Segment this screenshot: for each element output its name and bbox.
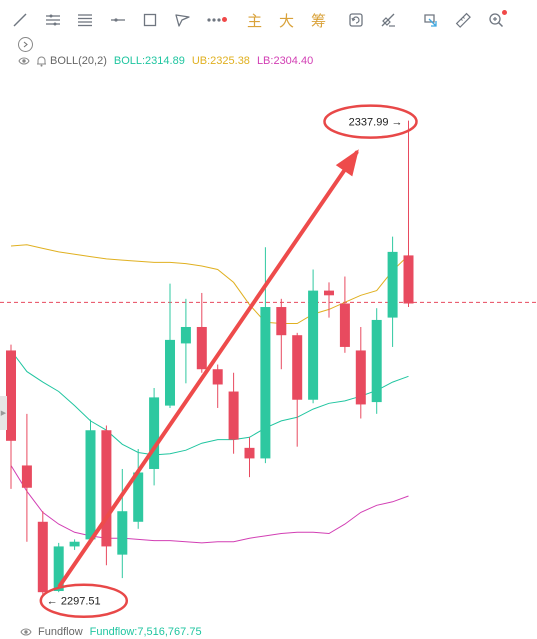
annotation-icon[interactable] [419,8,443,32]
zoom-icon[interactable] [484,8,508,32]
candle-body [276,307,287,336]
expand-panel-button[interactable] [18,37,33,52]
candle [165,283,175,408]
candlestick-chart[interactable]: 2337.99 → ← 2297.51 [0,70,537,618]
candle-body [228,391,239,440]
candle-body [85,430,96,540]
candle [69,539,80,550]
low-price-label: ← 2297.51 [47,596,101,608]
side-collapse-tab[interactable]: ▶ [0,396,7,430]
main-force-button[interactable]: 主 [246,11,262,30]
drawing-toolbar: 主 大 筹 [0,0,537,40]
candle-body [324,290,334,296]
high-price-circle [323,104,418,139]
candle [117,468,128,579]
candle-body [37,521,48,593]
boll-indicator-row: BOLL(20,2) BOLL:2314.89 UB:2325.38 LB:23… [18,53,320,69]
pen-icon[interactable] [171,8,195,32]
candle-body [260,307,271,459]
candle [6,344,16,489]
parallel-lines-icon[interactable] [41,8,65,32]
boll-lower-line [10,465,409,544]
boll-upper-line [10,244,409,324]
candle [85,419,96,545]
lb-value: LB:2304.40 [256,55,314,67]
boll-value: BOLL:2314.89 [113,55,185,67]
candle [21,413,32,542]
horizontal-lines-icon[interactable] [73,8,97,32]
eye-icon[interactable] [20,626,32,638]
candle [355,326,366,419]
candle-body [117,511,128,555]
candle [101,425,112,566]
ub-value: UB:2325.38 [191,55,250,67]
notification-badge [222,17,227,22]
candle [212,364,223,408]
candle [244,437,255,478]
candle [403,120,414,308]
candle [324,282,334,318]
ruler-icon[interactable] [451,8,475,32]
candle-body [196,326,207,370]
candle [292,332,303,447]
candle-body [149,397,160,469]
bell-icon[interactable] [36,55,47,67]
candle [371,308,382,414]
candle [308,269,319,404]
more-dots-icon[interactable] [203,8,227,32]
candle-body [133,472,144,522]
eye-icon[interactable] [18,55,30,67]
candle-body [165,339,175,406]
low-price-circle [39,583,129,618]
candle-body [387,251,398,318]
candle-body [6,350,16,441]
candle-body [212,369,223,385]
candle [228,372,239,454]
fundflow-indicator-row: Fundflow Fundflow:7,516,767.75 [20,625,209,639]
candle [276,298,287,370]
candle-body [69,541,80,547]
candle [37,511,48,596]
candle-body [244,447,255,459]
indicator-name: BOLL(20,2) [50,55,107,67]
trend-arrow-head [335,149,359,177]
notification-badge [501,10,507,15]
candle [149,388,160,486]
boll-middle-line [10,350,409,456]
large-order-button[interactable]: 大 [278,11,294,30]
candle [387,236,398,347]
candle-body [371,319,382,403]
candle-body [403,255,414,304]
candle [133,449,144,529]
horizontal-ray-icon[interactable] [106,8,130,32]
chevron-right-icon [23,41,28,48]
fundflow-value: Fundflow:7,516,767.75 [89,626,202,638]
candle-body [53,546,64,592]
candle-body [355,350,366,405]
rectangle-icon[interactable] [138,8,162,32]
candle [180,298,191,384]
candle-body [292,335,303,400]
candle-body [308,290,319,400]
candle-body [21,465,32,488]
candle [339,276,350,353]
candle-body [339,303,350,347]
high-price-label: 2337.99 → [349,117,403,129]
fundflow-name: Fundflow [38,626,83,638]
trend-arrow [57,150,359,588]
eraser-icon[interactable] [376,8,400,32]
refresh-icon[interactable] [344,8,368,32]
candle [196,292,207,373]
line-tool-icon[interactable] [8,8,32,32]
candle-body [180,326,191,344]
candle-body [101,430,112,547]
chip-distribution-button[interactable]: 筹 [310,11,326,30]
